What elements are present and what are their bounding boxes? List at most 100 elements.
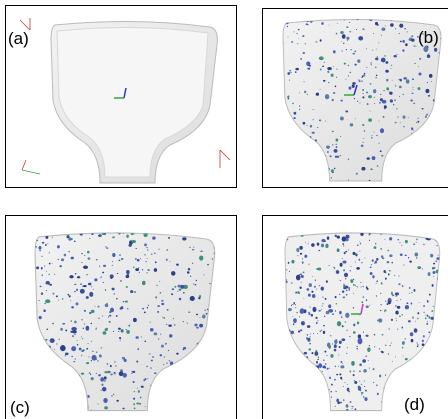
pore [410,100,413,102]
pore [86,296,89,299]
pore [366,356,367,358]
pore [364,258,365,259]
pore [338,366,339,367]
pore [386,79,388,82]
pore [151,254,153,255]
pore [363,286,364,287]
pore [40,286,42,288]
pore [419,58,421,59]
pore [169,261,170,262]
pore [333,92,335,94]
pore [417,344,418,346]
pore [41,256,42,257]
pore [91,233,93,235]
pore [96,351,97,353]
pore [323,325,325,327]
pore [408,257,409,259]
pore [341,316,342,317]
pore [381,155,383,157]
pore [97,360,99,362]
pore [287,26,288,27]
pore [109,311,111,313]
pore [69,275,73,278]
pore [108,316,109,317]
pore [413,41,414,42]
pore [433,306,434,307]
pore [289,80,290,81]
pore [353,293,354,294]
pore [402,341,405,345]
pore [398,116,399,117]
pore [371,64,372,65]
pore [367,347,370,352]
pore [48,283,50,285]
pore [359,363,362,366]
pore [54,349,55,350]
pore [352,85,355,88]
pore [96,373,97,374]
pore [405,255,407,256]
pore [105,246,106,247]
pore [125,301,128,303]
pore [343,284,344,285]
pore [123,301,125,302]
pore [174,286,176,288]
pore [103,331,107,334]
pore [406,302,408,304]
pore [400,299,401,300]
pore [71,356,73,357]
pore [340,402,342,404]
pore [88,283,91,286]
pore [109,321,111,323]
pore [384,309,386,311]
pore [375,77,376,78]
pore [354,380,355,381]
pore [342,291,345,293]
pore [304,352,308,355]
pore [296,312,297,314]
pore [323,359,324,361]
pore [405,43,408,46]
pore [349,31,351,32]
pore [102,315,103,316]
pore [430,254,433,258]
pore [308,312,309,313]
pore [331,396,332,397]
pore [415,252,418,256]
pore [361,81,362,82]
pore [376,280,377,282]
pore [74,241,76,242]
pore [364,73,365,75]
pore [154,372,157,374]
pore [69,239,71,240]
pore [391,262,393,264]
pore [438,255,439,256]
pore [146,261,147,262]
pore [154,332,158,335]
pore [150,367,152,368]
pore [392,80,393,81]
pore [158,338,159,339]
pore [373,89,376,93]
pore [296,275,301,281]
pore [425,317,427,319]
pore [346,26,348,28]
pore [316,322,317,324]
pore [385,61,388,64]
pore [180,285,184,289]
pore [336,303,337,305]
pore [190,276,191,277]
pore [44,303,46,304]
pore [39,316,42,319]
pore [381,27,385,30]
figure: (a) (b) (c) (d) [0,0,448,419]
pore [310,125,312,128]
pore [166,249,168,251]
pore [361,262,363,263]
pore [354,408,356,410]
pore [342,50,343,51]
pore [360,282,361,283]
pore [63,323,65,324]
pore [74,284,76,285]
pore [157,305,160,307]
